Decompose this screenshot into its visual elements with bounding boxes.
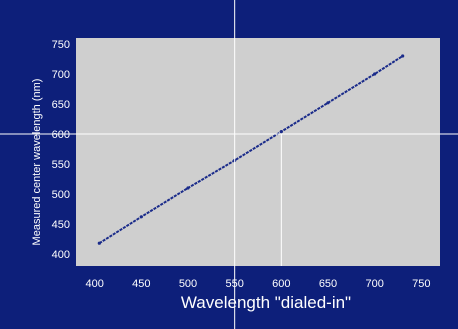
x-tick-label: 600 — [272, 278, 290, 290]
y-tick-label: 700 — [52, 69, 70, 81]
y-tick-label: 450 — [52, 219, 70, 231]
series-line — [98, 55, 404, 245]
y-tick-label: 550 — [52, 159, 70, 171]
plot-area — [76, 38, 440, 266]
data-point — [326, 101, 330, 105]
y-tick-label: 600 — [52, 129, 70, 141]
x-tick-label: 700 — [365, 278, 383, 290]
data-point — [97, 241, 101, 245]
y-tick-label: 400 — [52, 249, 70, 261]
x-tick-label: 500 — [179, 278, 197, 290]
x-axis-label: Wavelength "dialed-in" — [181, 293, 351, 312]
data-point — [139, 215, 143, 219]
data-point — [373, 72, 377, 76]
data-point — [401, 54, 405, 58]
data-point — [186, 186, 190, 190]
x-tick-label: 450 — [132, 278, 150, 290]
y-tick-label: 500 — [52, 189, 70, 201]
x-tick-label: 400 — [85, 278, 103, 290]
x-axis-ticks: 400 450 500 550 600 650 700 750 — [85, 278, 430, 290]
y-axis-ticks: 400 450 500 550 600 650 700 750 — [52, 39, 70, 261]
x-tick-label: 750 — [412, 278, 430, 290]
y-axis-label: Measured center wavelength (nm) — [31, 79, 43, 246]
y-tick-label: 750 — [52, 39, 70, 51]
data-point — [279, 130, 283, 134]
series-group — [97, 54, 405, 245]
x-tick-label: 650 — [319, 278, 337, 290]
y-tick-label: 650 — [52, 99, 70, 111]
